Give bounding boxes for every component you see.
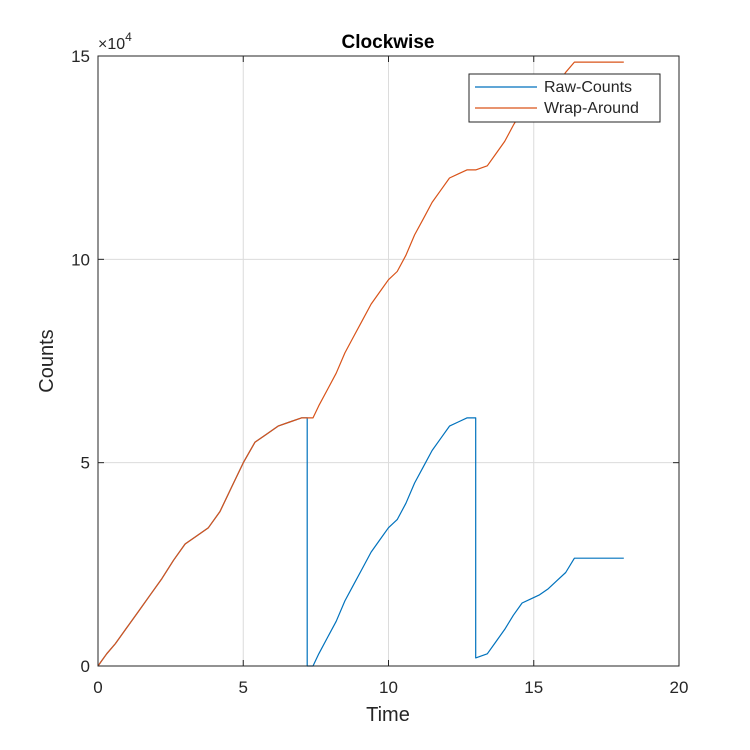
- y-axis-exponent: ×104: [98, 30, 132, 53]
- chart-title: Clockwise: [342, 32, 435, 53]
- y-axis-label: Counts: [36, 329, 58, 392]
- y-tick-label: 10: [71, 250, 90, 269]
- grid: [98, 56, 679, 666]
- x-tick-label: 10: [379, 678, 398, 697]
- y-tick-label: 15: [71, 47, 90, 66]
- y-tick-label: 0: [81, 657, 90, 676]
- y-tick-label: 5: [81, 454, 90, 473]
- x-tick-label: 15: [524, 678, 543, 697]
- x-tick-label: 5: [239, 678, 248, 697]
- axis-ticks: 0 5 10 15 20 0 5 10 15: [71, 47, 688, 697]
- legend-label-raw-counts: Raw-Counts: [544, 79, 632, 96]
- y-exponent-base: ×10: [98, 36, 125, 53]
- y-exponent-power: 4: [125, 30, 132, 44]
- x-axis-label: Time: [366, 704, 410, 726]
- legend-label-wrap-around: Wrap-Around: [544, 100, 639, 117]
- x-tick-label: 0: [93, 678, 102, 697]
- legend-box: [468, 73, 661, 123]
- legend: Raw-Counts Wrap-Around: [468, 73, 661, 123]
- x-tick-label: 20: [670, 678, 689, 697]
